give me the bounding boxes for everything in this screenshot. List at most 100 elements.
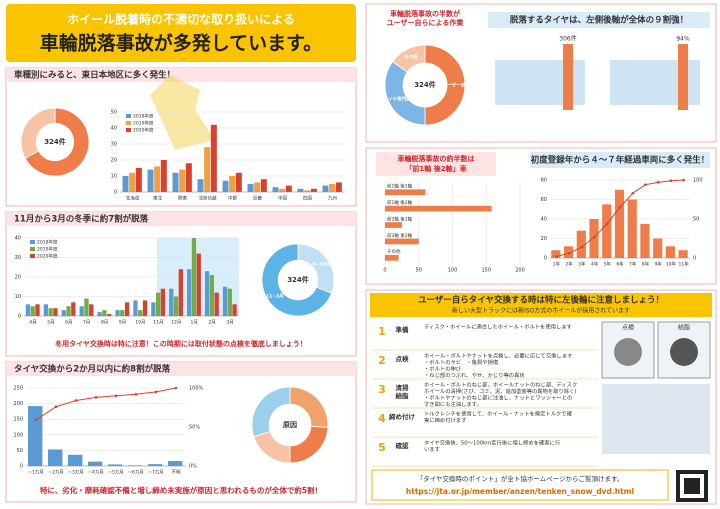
step-text: トルクレンチを使用して、ホイール・ナットを規定トルクで確 [424, 410, 573, 418]
note: 冬用タイヤ交換時は特に注意！この時期には取付状態の点検を徹底しましょう！ [55, 339, 307, 348]
bar [665, 246, 675, 258]
x-tick-label: 3年 [578, 261, 586, 268]
y2-tick-label: 50% [189, 425, 200, 431]
legend-label: 2019年度 [37, 246, 58, 253]
rear-count: 306件 [559, 35, 576, 43]
header-box [6, 4, 356, 62]
bar [187, 269, 192, 316]
category-label: 前2軸 後2軸 [387, 232, 413, 239]
bar [28, 406, 43, 466]
step-text: います [424, 446, 440, 453]
y-tick-label: 10 [111, 174, 117, 180]
bar [576, 230, 586, 258]
step-text: ホイール・ボルトのねじ部、ホイールナットのねじ部、ディスク [424, 381, 577, 389]
bar [209, 275, 215, 316]
y-tick-label: 0 [544, 256, 547, 262]
y-tick-label: 20 [111, 158, 117, 164]
bar [68, 454, 83, 466]
x-tick-label: 東北 [153, 195, 162, 202]
bar [48, 449, 63, 466]
x-tick-label: 関東 [178, 195, 187, 202]
x-tick-label: ~7カ月 [148, 470, 164, 476]
step-label: 給脂 [396, 391, 410, 400]
x-tick-label: 2年 [565, 261, 573, 268]
panel-title: 初度登録年から４～７年経過車両に多く発生！ [531, 155, 710, 166]
step-number: 3 [378, 383, 386, 396]
line-point [114, 394, 118, 398]
bar [178, 269, 183, 316]
donut-center: 324件 [287, 275, 309, 284]
x-tick-label: 中国 [278, 195, 287, 202]
panel-title: ユーザー自らによる作業 [387, 18, 465, 27]
x-tick-label: 九州 [328, 195, 337, 202]
x-tick-label: 8月 [101, 320, 108, 326]
photo-label: 点検 [622, 324, 634, 332]
x-tick-label: 8年 [642, 261, 650, 268]
donut-label: その他 [404, 54, 418, 61]
category-label: 前1軸 後2軸 [387, 199, 413, 206]
line-point [567, 252, 571, 255]
panel-title-bar [488, 12, 710, 28]
panel-title-bar [6, 212, 356, 226]
bar [304, 190, 311, 192]
step-text: ・ボルトのサビ ・亀裂や損傷 [424, 358, 499, 366]
donut-segment [424, 44, 466, 126]
donut-center: 原因 [283, 420, 297, 429]
bar [120, 310, 125, 316]
x-tick-label: 7年 [629, 261, 637, 268]
legend-swatch [126, 121, 131, 125]
x-tick-label: 北陸信越 [199, 195, 217, 202]
donut-segment [20, 107, 56, 159]
bar [147, 169, 154, 192]
map-illustration [150, 75, 215, 150]
panel-title: 「前1軸 後2軸」車 [405, 164, 466, 173]
bar [260, 179, 267, 192]
bar [197, 179, 204, 192]
bar [30, 306, 35, 316]
category-label: 前2軸 後1軸 [387, 215, 413, 222]
line-point [94, 396, 98, 399]
category-label: 前1軸 後1軸 [387, 183, 413, 190]
x-tick-label: ~6カ月 [128, 470, 144, 476]
bar [25, 304, 31, 316]
bar [173, 296, 179, 316]
step-label: 準備 [396, 325, 410, 334]
guide-subtitle: 新しい大型トラックには新ISO方式のホイールが採用されています [452, 307, 630, 315]
bar [254, 182, 261, 192]
bar [640, 223, 650, 258]
photo-label: 給脂 [678, 324, 690, 332]
line-point [134, 392, 138, 396]
x-tick-label: 7月 [83, 320, 90, 326]
step-label: 締め付け [389, 412, 416, 421]
y-tick-label: 250 [13, 386, 23, 392]
step-text: ホイールの清掃(さび、ゴミ、泥、追加塗装等の異物を取り除く) [424, 387, 576, 395]
y-tick-label: 80 [541, 178, 547, 184]
bar [160, 288, 166, 316]
bar [168, 461, 183, 466]
category-label: その他 [387, 248, 401, 255]
x-tick-label: 5年 [604, 261, 612, 268]
y-tick-label: 0 [114, 190, 117, 196]
guide-banner [370, 293, 712, 317]
line-point [54, 405, 58, 409]
bar [133, 300, 138, 316]
x-tick-label: 6年 [616, 261, 624, 268]
bar [627, 199, 637, 258]
bar [589, 219, 599, 258]
footer-text: 「タイヤ交換時のポイント」が全ト協ホームページからご覧頂けます。 [417, 474, 624, 483]
y2-tick-label: 100 [693, 178, 703, 184]
y-tick-label: 30 [111, 142, 117, 148]
x-tick-label: 4年 [591, 261, 599, 268]
bar [142, 300, 148, 316]
header-line2: 車輪脱落事故が多発しています。 [40, 32, 323, 55]
panel-title: 車輪脱落事故の約半数は [398, 154, 475, 163]
donut-segment [251, 386, 291, 438]
line-point [656, 181, 660, 184]
bar [108, 464, 123, 466]
bar [89, 304, 94, 316]
bar [602, 204, 612, 258]
bar [84, 298, 89, 316]
x-tick-label: 12月 [171, 320, 181, 326]
y2-tick-label: 50 [693, 217, 699, 223]
line-point [618, 206, 622, 209]
